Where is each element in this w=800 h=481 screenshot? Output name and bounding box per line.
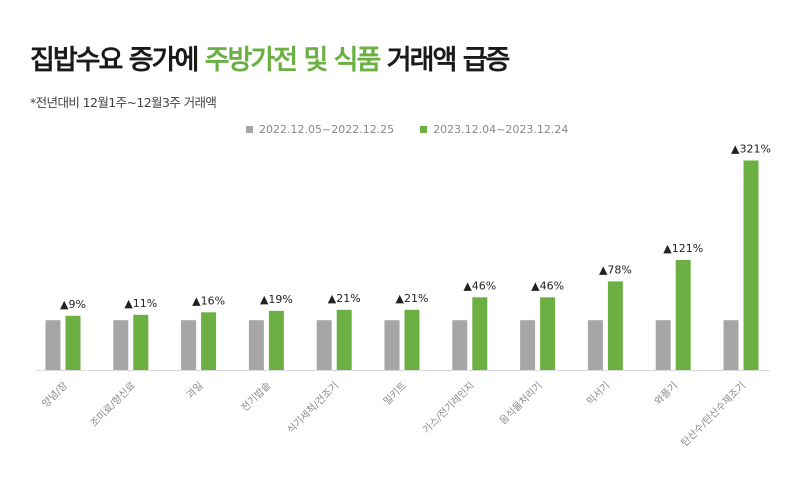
- bar-2022-9: [655, 320, 671, 370]
- data-label-10: ▲321%: [731, 143, 771, 156]
- bar-2022-6: [452, 320, 468, 370]
- bar-2023-5: [404, 309, 420, 370]
- bar-2023-8: [607, 281, 623, 370]
- legend-item-2022: 2022.12.05~2022.12.25: [246, 123, 394, 136]
- bar-2023-10: [743, 160, 759, 370]
- bar-2023-1: [133, 314, 149, 370]
- category-label-5: 밀키트: [381, 380, 409, 408]
- bar-2022-10: [723, 320, 739, 370]
- legend-label-2022: 2022.12.05~2022.12.25: [259, 122, 395, 136]
- bar-2023-7: [540, 297, 556, 370]
- category-label-1: 조미료/향신료: [88, 380, 138, 430]
- category-label-0: 양념/장: [40, 380, 70, 410]
- legend-item-2023: 2023.12.04~2023.12.24: [420, 123, 568, 136]
- data-label-3: ▲19%: [260, 293, 293, 306]
- bar-2022-7: [520, 320, 536, 370]
- category-label-8: 믹서기: [585, 380, 613, 408]
- data-label-0: ▲9%: [60, 298, 86, 311]
- category-label-10: 탄산수/탄산수제조기: [679, 380, 748, 449]
- bar-2023-4: [336, 309, 352, 370]
- bar-2022-3: [248, 320, 264, 370]
- legend-swatch-2023: [420, 125, 428, 133]
- data-label-5: ▲21%: [396, 292, 429, 305]
- category-label-2: 과일: [184, 380, 206, 402]
- bar-2023-0: [65, 315, 81, 370]
- bar-2023-9: [675, 260, 691, 370]
- bar-2023-3: [268, 310, 284, 370]
- chart-subtitle: *전년대비 12월1주~12월3주 거래액: [30, 95, 217, 110]
- bar-2022-8: [587, 320, 603, 370]
- bar-2022-5: [384, 320, 400, 370]
- category-label-4: 식기세척/건조기: [285, 380, 341, 436]
- category-label-7: 음식물처리기: [497, 380, 545, 428]
- bar-2022-2: [181, 320, 197, 370]
- legend: 2022.12.05~2022.12.25 2023.12.04~2023.12…: [246, 121, 594, 137]
- data-label-7: ▲46%: [531, 279, 564, 292]
- data-label-9: ▲121%: [663, 242, 703, 255]
- legend-swatch-2022: [246, 125, 253, 133]
- data-label-6: ▲46%: [463, 279, 496, 292]
- data-label-1: ▲11%: [124, 297, 157, 310]
- category-label-6: 가스/전기레인지: [421, 380, 477, 436]
- bar-2022-4: [316, 320, 332, 370]
- title-accent: 주방가전 및 식품: [204, 45, 382, 76]
- bar-2023-6: [472, 297, 488, 370]
- bar-2023-2: [201, 312, 217, 370]
- data-label-2: ▲16%: [192, 294, 225, 307]
- bar-2022-0: [45, 320, 61, 370]
- title-part-2: 거래액 급증: [379, 45, 511, 76]
- legend-label-2023: 2023.12.04~2023.12.24: [433, 122, 569, 136]
- chart-title: 집밥수요 증가에 주방가전 및 식품 거래액 급증: [30, 38, 511, 77]
- category-label-9: 와플기: [652, 380, 680, 408]
- bar-2022-1: [113, 320, 129, 370]
- data-label-8: ▲78%: [599, 263, 632, 276]
- data-label-4: ▲21%: [328, 292, 361, 305]
- category-label-3: 전기밥솥: [239, 380, 274, 415]
- title-part-1: 집밥수요 증가에: [30, 45, 205, 76]
